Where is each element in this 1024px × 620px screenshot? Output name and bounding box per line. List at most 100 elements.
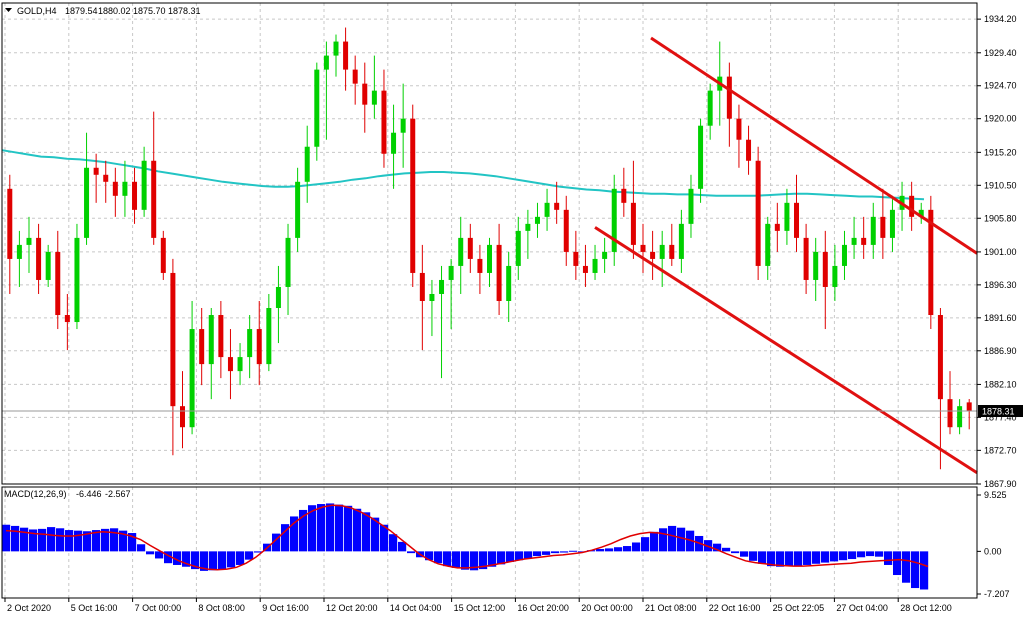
y-tick-label: 1934.20 — [984, 14, 1017, 24]
panel-frames — [1, 2, 978, 599]
macd-bar — [317, 504, 326, 552]
candle-body — [55, 251, 61, 316]
candle-body — [439, 279, 445, 294]
candle-body — [103, 174, 109, 182]
macd-bar — [884, 551, 893, 565]
macd-bar — [839, 551, 848, 561]
candle-body — [698, 125, 704, 189]
macd-bar — [776, 551, 785, 567]
candle-body — [458, 237, 464, 266]
macd-bar — [119, 530, 128, 552]
macd-panel-frame — [1, 486, 978, 599]
candle-body — [755, 160, 761, 266]
dropdown-triangle-icon[interactable] — [5, 8, 12, 12]
macd-bar — [407, 551, 416, 554]
candle-body — [966, 402, 972, 412]
macd-bar — [290, 516, 299, 552]
candle-body — [630, 202, 636, 245]
current-price-label: 1878.31 — [982, 407, 1015, 417]
macd-bar — [272, 533, 281, 552]
candle-body — [650, 251, 656, 259]
macd-bar — [335, 504, 344, 552]
macd-bar — [911, 551, 920, 589]
macd-bar — [155, 551, 164, 559]
candle-body — [7, 188, 13, 259]
macd-bar — [443, 551, 452, 567]
candle-body — [534, 216, 540, 224]
candle-body — [880, 216, 886, 238]
macd-bar — [479, 551, 488, 570]
macd-bar — [920, 551, 929, 590]
macd-bar — [803, 551, 812, 565]
macd-y-tick-label: 9.525 — [984, 490, 1007, 500]
candle-body — [199, 329, 205, 365]
candle-body — [909, 195, 915, 217]
candle-body — [410, 118, 416, 273]
candle-body — [832, 265, 838, 287]
macd-bar — [794, 551, 803, 566]
time-axis: 2 Oct 2020 5 Oct 16:00 7 Oct 00:00 8 Oct 08… — [4, 598, 952, 613]
symbol-label: GOLD,H4 — [17, 6, 57, 16]
x-tick-label: 2 Oct 2020 — [7, 603, 51, 613]
candle-body — [285, 237, 291, 287]
y-tick-label: 1872.70 — [984, 445, 1017, 455]
macd-signal-line — [5, 504, 929, 571]
macd-bar — [713, 543, 722, 552]
candle-body — [371, 90, 377, 105]
candle-body — [64, 315, 70, 323]
candle-body — [122, 181, 128, 196]
macd-bar — [848, 551, 857, 560]
y-tick-label: 1886.90 — [984, 346, 1017, 356]
candle-body — [870, 216, 876, 245]
grid — [2, 3, 977, 598]
chart-header: GOLD,H4 1879.54 1880.02 1875.70 1878.31 — [5, 6, 201, 16]
y-tick-label: 1920.00 — [984, 114, 1017, 124]
candle-body — [208, 315, 214, 365]
macd-bar — [29, 529, 38, 552]
macd-bar — [668, 525, 677, 552]
candle-body — [295, 181, 301, 238]
y-tick-label: 1882.10 — [984, 379, 1017, 389]
macd-bar — [893, 551, 902, 576]
candle-body — [525, 223, 531, 231]
candle-body — [640, 244, 646, 252]
macd-bar — [47, 527, 56, 552]
y-tick-label: 1891.60 — [984, 313, 1017, 323]
macd-bar — [857, 551, 866, 558]
y-tick-label: 1910.50 — [984, 180, 1017, 190]
macd-bar — [191, 551, 200, 570]
macd-bar — [866, 551, 875, 557]
candle-body — [323, 55, 329, 70]
x-tick-label: 12 Oct 20:00 — [326, 603, 378, 613]
trendline — [594, 226, 978, 475]
macd-bar — [218, 551, 227, 570]
candle-body — [247, 329, 253, 358]
macd-bar — [299, 509, 308, 552]
y-tick-label: 1905.80 — [984, 213, 1017, 223]
macd-bar — [650, 531, 659, 552]
macd-bar — [398, 541, 407, 552]
candle-body — [726, 76, 732, 119]
macd-bar — [236, 551, 245, 565]
candle-body — [803, 237, 809, 280]
candle-body — [611, 188, 617, 252]
macd-bar — [497, 551, 506, 565]
candle-body — [314, 69, 320, 147]
macd-bar — [758, 551, 767, 564]
x-tick-label: 22 Oct 16:00 — [709, 603, 761, 613]
macd-y-tick-label: 0.00 — [984, 546, 1002, 556]
candle-body — [774, 223, 780, 231]
macd-bar — [92, 530, 101, 552]
x-tick-label: 14 Oct 04:00 — [390, 603, 442, 613]
macd-bar — [164, 551, 173, 564]
price-axis: 1934.20 1929.40 1924.70 1920.00 1915.20 1910.… — [977, 14, 1023, 489]
y-tick-label: 1901.00 — [984, 247, 1017, 257]
candle-body — [151, 160, 157, 238]
x-tick-label: 15 Oct 12:00 — [454, 603, 506, 613]
macd-bar — [326, 503, 335, 552]
macd-bar — [785, 551, 794, 567]
macd-main-value: -6.446 — [76, 489, 102, 499]
macd-bar — [461, 551, 470, 570]
candle-body — [275, 286, 281, 309]
